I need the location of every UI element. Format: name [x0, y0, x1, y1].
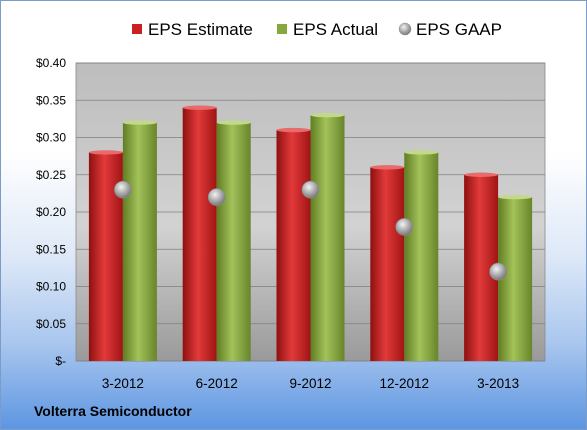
bars [88, 105, 533, 362]
marker-eps-gaap [301, 180, 320, 199]
bar-top-highlight [88, 150, 123, 155]
bar-eps-estimate [182, 107, 217, 361]
bar-eps-actual [122, 122, 157, 361]
bar-top-highlight [276, 127, 311, 133]
marker-eps-gaap [114, 180, 132, 199]
y-tick-label: $0.40 [36, 56, 66, 70]
y-axis-ticks: $- $0.05 $0.10 $0.15 $0.20 $0.25 $0.30 $0.35 $0.… [36, 56, 66, 368]
y-tick-label: $0.15 [36, 242, 66, 256]
marker-eps-gaap [489, 262, 507, 281]
bar-top-highlight [464, 172, 499, 177]
x-category-label: 3-2013 [477, 376, 519, 391]
bar-eps-actual [310, 115, 345, 362]
y-tick-label: $0.20 [36, 205, 66, 219]
y-tick-label: $0.25 [36, 168, 66, 182]
bar-top-highlight [310, 112, 345, 118]
y-tick-label: $- [55, 354, 66, 368]
bar-eps-actual [404, 152, 439, 361]
x-category-label: 9-2012 [289, 376, 331, 391]
bar-eps-actual [498, 197, 533, 361]
x-category-label: 12-2012 [380, 376, 430, 391]
bar-eps-actual [216, 122, 251, 361]
y-tick-label: $0.05 [36, 317, 66, 331]
y-tick-label: $0.30 [36, 131, 66, 145]
bar-top-highlight [370, 165, 405, 170]
company-name: Volterra Semiconductor [34, 403, 192, 419]
legend-marker-eps-gaap [398, 22, 412, 36]
bar-eps-estimate [370, 167, 405, 361]
marker-eps-gaap [207, 188, 226, 206]
bar-top-highlight [182, 105, 217, 110]
legend-label: EPS Estimate [148, 20, 253, 39]
bar-top-highlight [122, 120, 157, 125]
x-category-label: 6-2012 [196, 376, 238, 391]
gaap-markers [114, 180, 507, 281]
legend-swatch-eps-estimate [132, 24, 142, 34]
marker-eps-gaap [395, 218, 414, 236]
bar-top-highlight [498, 194, 533, 200]
bar-top-highlight [216, 120, 251, 125]
legend-label: EPS Actual [293, 20, 378, 39]
x-axis-categories: 3-2012 6-2012 9-2012 12-2012 3-2013 [102, 376, 519, 391]
y-tick-label: $0.10 [36, 280, 66, 294]
legend-swatch-eps-actual [277, 24, 287, 34]
legend: EPS Estimate EPS Actual EPS GAAP [132, 20, 502, 39]
x-category-label: 3-2012 [102, 376, 144, 391]
y-tick-label: $0.35 [36, 93, 66, 107]
bar-eps-estimate [276, 130, 311, 361]
legend-label: EPS GAAP [416, 20, 502, 39]
bar-top-highlight [404, 150, 439, 155]
